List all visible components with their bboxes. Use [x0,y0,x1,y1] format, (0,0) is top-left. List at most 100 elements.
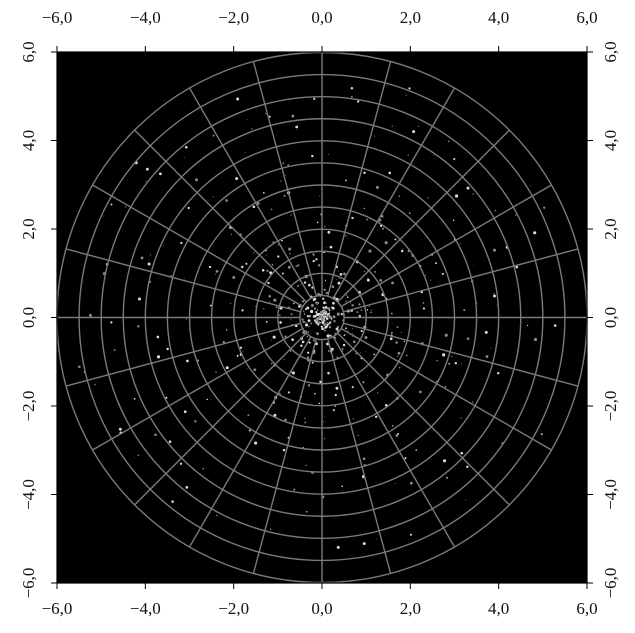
echo [330,335,332,337]
echo [305,327,306,328]
echo [328,315,330,317]
echo [323,309,326,312]
echo [467,337,470,340]
echo [351,304,353,306]
echo [263,192,265,194]
echo [230,303,231,304]
echo [391,281,394,284]
echo [245,263,247,265]
echo [329,326,331,328]
echo [339,278,340,279]
echo [308,326,310,328]
echo [304,313,305,314]
echo [357,311,359,313]
echo [317,304,318,305]
echo [332,307,335,310]
echo [307,352,309,354]
echo [385,241,388,244]
echo [326,247,327,248]
echo [368,250,371,253]
echo [324,226,325,227]
echo [283,449,285,451]
echo [472,401,473,402]
echo [138,454,140,456]
echo [279,315,280,316]
echo [302,300,304,302]
echo [89,314,92,317]
echo [327,231,330,234]
y-tick-label-right: 2,0 [601,218,620,239]
echo [333,315,336,318]
echo [272,264,274,266]
echo [337,546,340,549]
echo [343,273,346,276]
echo [497,305,498,306]
x-tick-label: 4,0 [488,599,509,618]
x-tick-label-top: −6,0 [42,8,73,27]
echo [243,351,244,352]
x-tick-label-top: 6,0 [576,8,597,27]
echo [331,320,332,321]
y-tick-label-right: −2,0 [601,391,620,422]
echo [304,418,305,419]
y-tick-label: 0,0 [19,307,38,328]
echo [148,263,151,266]
x-tick-label: −2,0 [218,599,249,618]
x-tick-label-top: −2,0 [218,8,249,27]
echo [350,302,351,303]
echo [213,135,215,137]
echo [425,275,426,276]
echo [125,206,126,207]
echo [442,273,444,275]
echo [291,115,294,118]
echo [367,279,370,282]
echo [491,347,492,348]
echo [317,309,318,310]
echo [443,459,446,462]
echo [351,96,353,98]
echo [554,324,557,327]
echo [373,354,375,356]
echo [169,440,172,443]
echo [362,381,364,383]
echo [343,344,345,346]
echo [534,338,537,341]
echo [445,334,448,337]
echo [473,265,474,266]
echo [209,266,211,268]
echo [515,214,516,215]
echo [317,323,319,325]
echo [320,311,323,314]
echo [240,347,242,349]
echo [289,253,291,255]
echo [324,416,325,417]
echo [395,341,398,344]
echo [269,116,271,118]
echo [335,405,336,406]
echo [364,336,367,339]
echo [330,246,333,249]
echo [111,203,113,205]
echo [247,119,248,120]
echo [184,158,185,159]
echo [399,367,401,369]
echo [266,321,268,323]
echo [342,348,344,350]
echo [245,152,246,153]
echo [206,399,208,401]
echo [301,284,302,285]
echo [392,126,393,127]
echo [301,316,302,317]
echo [345,179,347,181]
echo [324,330,325,331]
echo [271,209,273,211]
y-tick-label: 4,0 [19,130,38,151]
echo [288,306,289,307]
echo [453,158,455,160]
echo [460,452,463,455]
echo [279,321,282,324]
echo [460,243,461,244]
echo [306,511,307,512]
echo [357,435,358,436]
echo [273,299,276,302]
